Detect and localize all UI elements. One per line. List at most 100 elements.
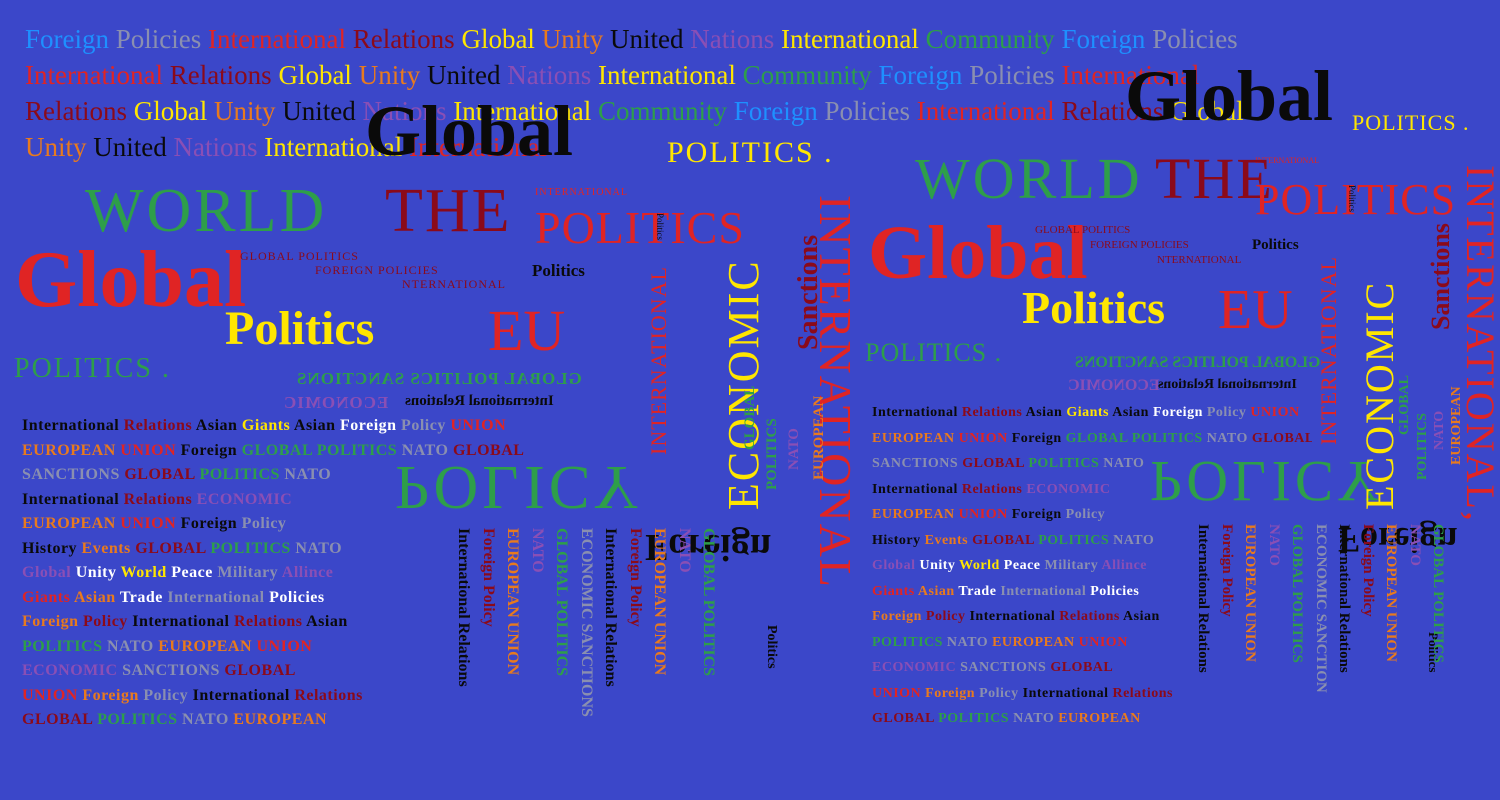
block-word: GLOBAL [22, 712, 98, 728]
block-word: NATO [946, 635, 993, 650]
word-politics-cap-left-2: POLITICS . [14, 353, 171, 384]
header-word: Policies [824, 96, 910, 126]
header-word: United [426, 60, 501, 90]
vertical-word: Foreign Policy [479, 528, 497, 627]
word-european-v-2: EUROPEAN [1449, 386, 1464, 465]
block-line: Foreign Policy International Relations A… [22, 614, 348, 630]
block-line: SANCTIONS GLOBAL POLITICS NATO [22, 467, 331, 483]
block-word: SANCTIONS [960, 661, 1051, 675]
word-international-vert-2: INTERNATIONAL [810, 195, 861, 589]
block-word: History [872, 533, 925, 548]
word-the-left: THE [385, 177, 512, 245]
header-word: Foreign [733, 96, 818, 126]
word-foreign-policies-left: FOREIGN POLICIES [315, 263, 439, 277]
block-word: EUROPEAN [233, 712, 328, 728]
block-word: Relations [233, 614, 307, 630]
block-word: GLOBAL [1050, 661, 1114, 675]
block-word: Foreign [22, 614, 84, 630]
block-word: International [872, 406, 962, 420]
block-word: Policies [1090, 584, 1140, 599]
block-word: Policy [1206, 406, 1251, 420]
header-word: International [1061, 60, 1200, 90]
block-word: NATO [295, 540, 343, 557]
word-politics-cap-right: POLITICS . [1352, 110, 1470, 135]
block-word: UNION [22, 687, 83, 704]
block-word: NATO [1113, 533, 1155, 548]
header-word: Nations [362, 96, 447, 126]
header-line: Foreign Policies International Relations… [25, 26, 1238, 53]
block-word: Asian [1123, 610, 1160, 624]
word-politics-v-1: POLITICS [764, 418, 780, 490]
block-word: Relations [1059, 610, 1124, 624]
header-word: International [25, 60, 163, 90]
block-word: ECONOMIC [872, 661, 961, 675]
word-politics-black-left: Politics [532, 261, 585, 280]
block-word: EUROPEAN [872, 431, 959, 446]
block-word: Giants [22, 589, 74, 606]
block-line: EUROPEAN UNION Foreign Policy [872, 508, 1105, 522]
block-word: POLITICS [199, 467, 285, 483]
block-word: Relations [1112, 686, 1173, 701]
vertical-word: Foreign Policy [626, 528, 644, 627]
word-the-right: THE [1155, 146, 1274, 211]
block-word: UNION [872, 686, 926, 701]
header-word: Global [461, 24, 535, 54]
vertical-word: NATO [1265, 524, 1282, 566]
word-politics-vtiny-left: Politics [655, 213, 665, 241]
header-word: International [453, 96, 592, 126]
block-word: Peace [1003, 559, 1045, 573]
block-word: Unity [75, 565, 121, 581]
block-word: EUROPEAN [22, 516, 121, 532]
vertical-word: International Relations [602, 528, 619, 687]
block-word: Global [872, 559, 920, 573]
header-word: Community [597, 96, 727, 126]
vertical-word: Foreign Policy [1359, 524, 1376, 617]
word-mirror-economic-right: ECONOMIC [1068, 377, 1160, 394]
header-word: International [264, 132, 403, 162]
vertical-word: EUROPEAN UNION [1383, 524, 1399, 662]
word-politics-vsmall-left: Politics [764, 625, 779, 669]
vertical-word: GLOBAL POLITICS [700, 528, 717, 677]
header-word: Foreign [878, 60, 963, 90]
block-word: UNION [120, 516, 181, 532]
vertical-word: Foreign Policy [1218, 524, 1235, 617]
block-word: UNION [1250, 406, 1300, 420]
block-word: Foreign [1011, 508, 1066, 522]
block-word: Foreign [340, 418, 402, 434]
word-sanctions-vert-2: Sanctions [1426, 223, 1455, 330]
header-word: Policies [115, 24, 202, 54]
word-eu-left: EU [488, 298, 566, 363]
block-word: Foreign [82, 687, 144, 704]
block-word: NATO [284, 467, 332, 483]
word-international-vert-3: INTERNATIONAL [1316, 256, 1341, 445]
vertical-word: ECONOMIC SANCTION [1312, 524, 1329, 693]
vertical-word: International Relations [455, 528, 472, 687]
block-line: Giants Asian Trade International Policie… [872, 585, 1139, 599]
block-word: Foreign [180, 442, 242, 459]
block-line: POLITICS NATO EUROPEAN UNION [22, 639, 312, 655]
word-nato-v-2: NATO [1432, 410, 1447, 450]
vertical-word: GLOBAL POLITICS [1430, 524, 1446, 663]
block-word: POLITICS [1038, 533, 1114, 548]
block-word: Policy [83, 614, 133, 630]
block-word: Asian [293, 418, 341, 434]
block-line: Global Unity World Peace Military Allinc… [872, 559, 1147, 573]
block-word: EUROPEAN [872, 508, 959, 522]
header-word: United [282, 96, 356, 126]
block-word: POLITICS [210, 540, 296, 557]
block-word: Military [217, 565, 282, 581]
block-word: NATO [1013, 712, 1059, 726]
block-line: International Relations Asian Giants Asi… [872, 406, 1300, 420]
block-word: Foreign [872, 610, 926, 624]
word-world-right: WORLD [915, 146, 1143, 211]
block-word: Peace [171, 565, 218, 581]
header-word: International [597, 60, 736, 90]
block-word: International [1022, 686, 1113, 701]
header-word: Nations [690, 24, 775, 54]
block-word: UNION [958, 508, 1012, 522]
header-word: United [609, 24, 684, 54]
word-politics-yellow-right: Politics [1022, 282, 1166, 333]
block-word: International [22, 491, 124, 508]
vertical-word: International Relations [1195, 524, 1211, 673]
